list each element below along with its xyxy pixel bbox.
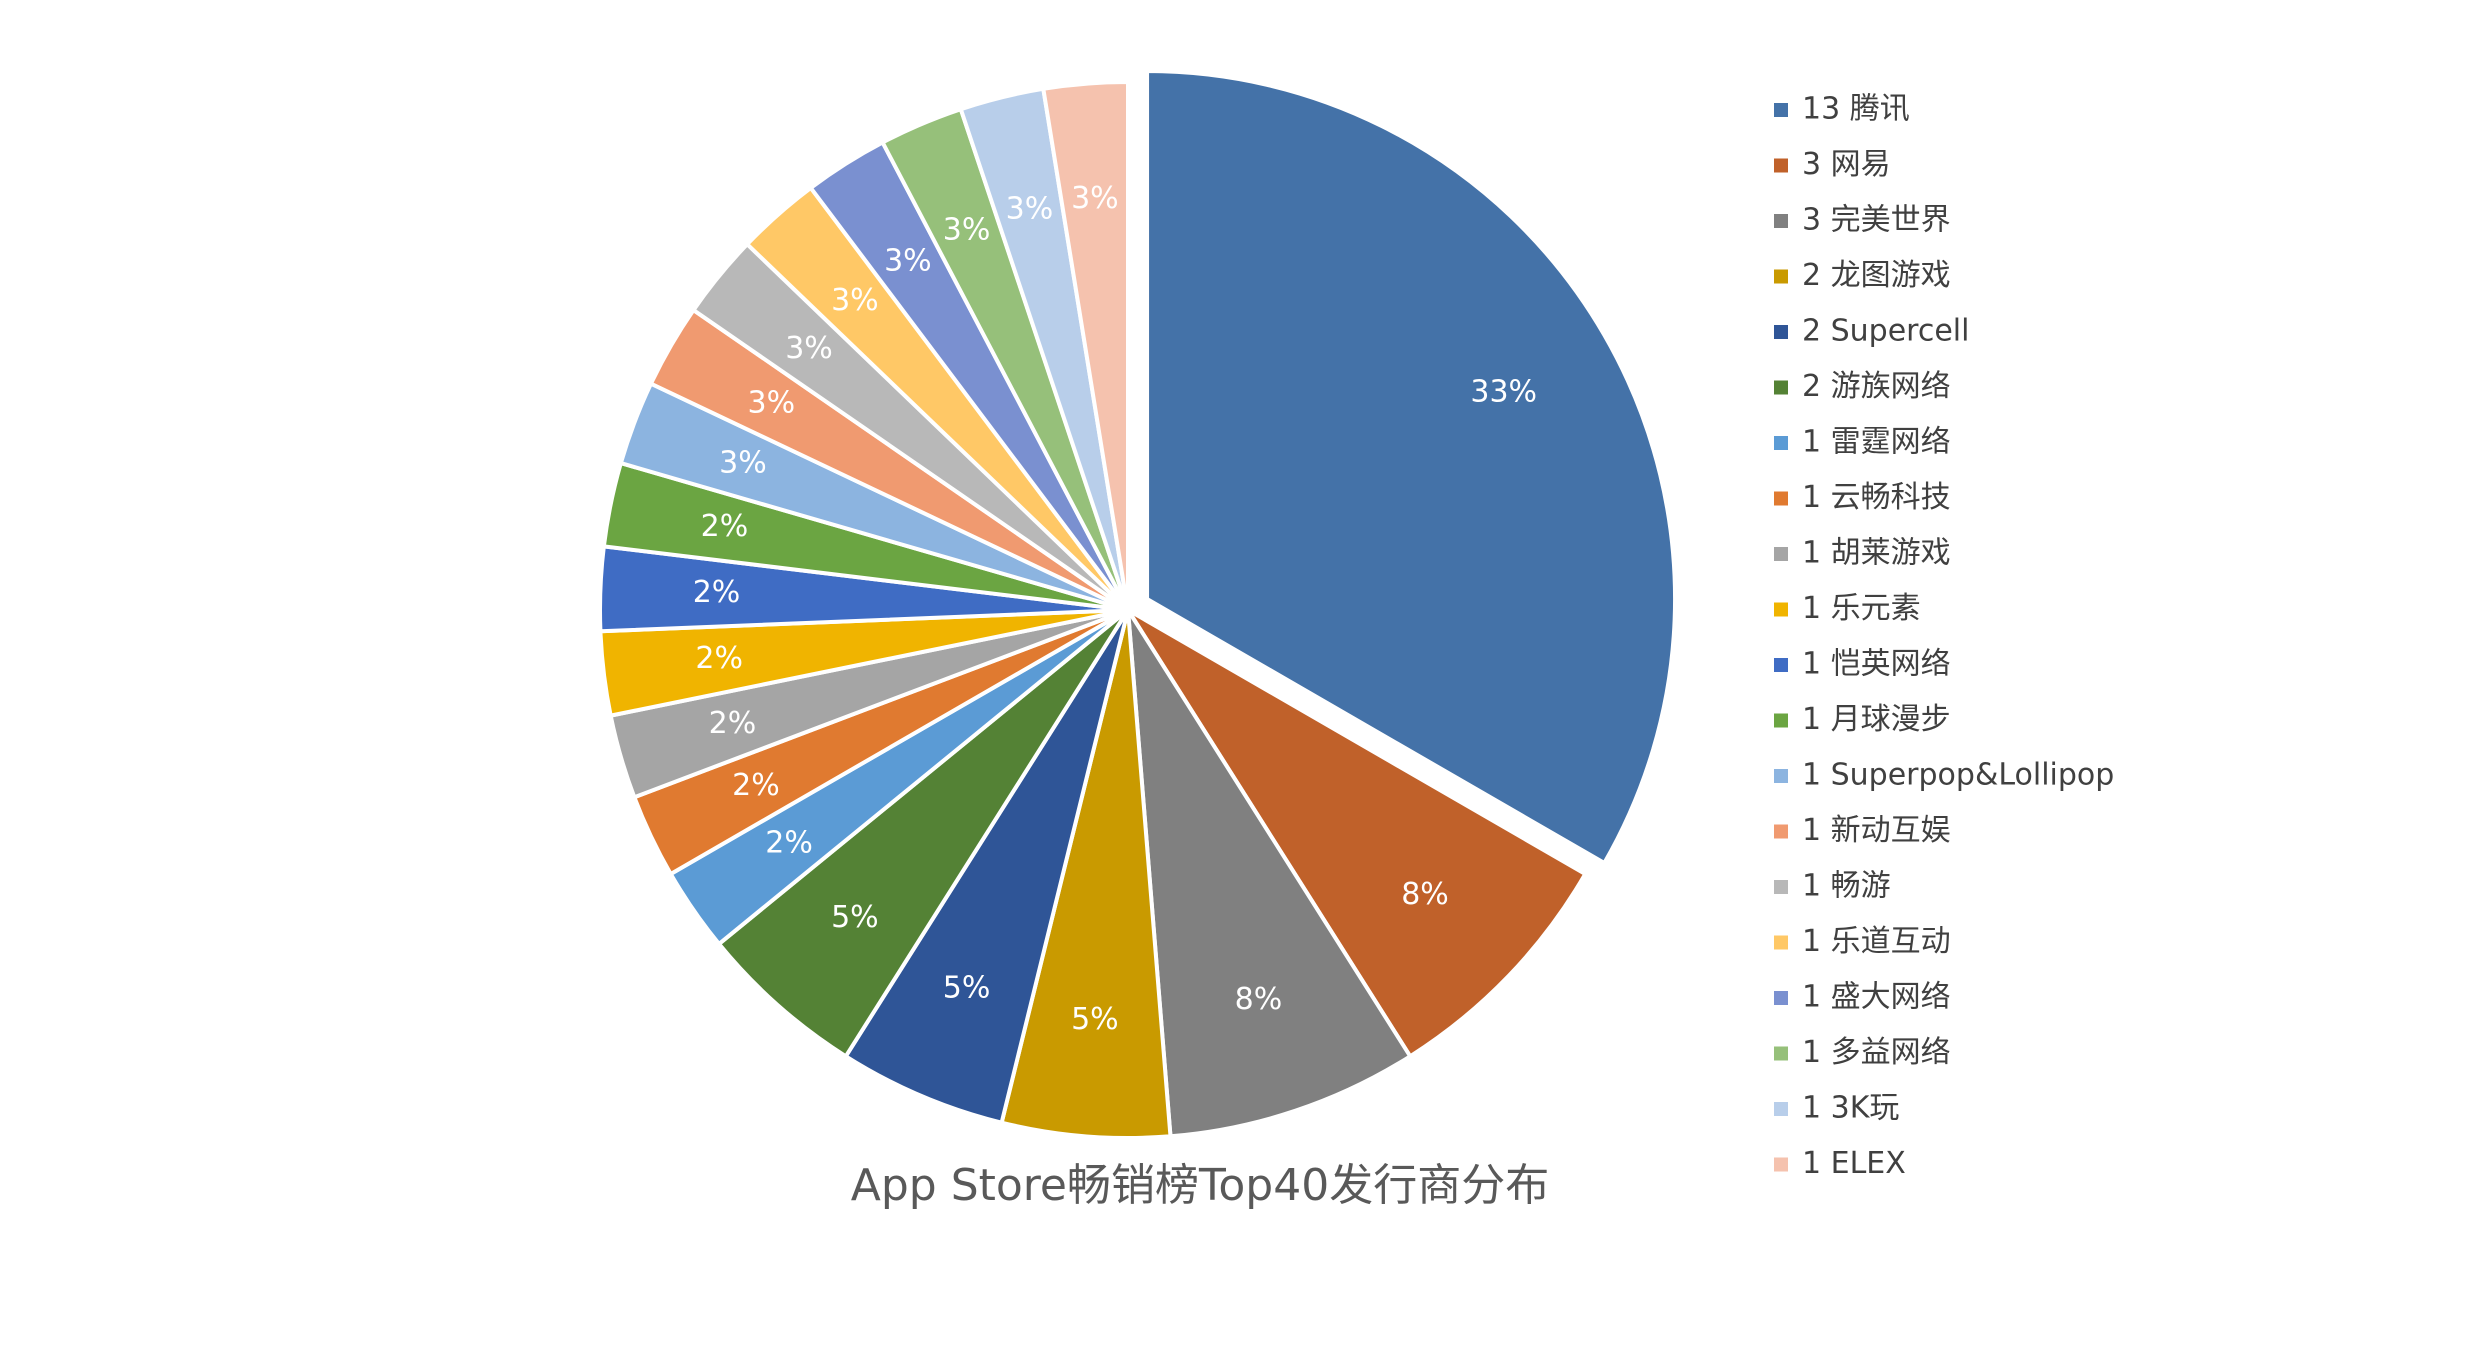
slice-percent-label: 2% xyxy=(693,575,741,610)
legend-item: 1 月球漫步 xyxy=(1774,702,1951,737)
slice-percent-label: 3% xyxy=(785,331,833,366)
legend-label: 1 Superpop&Lollipop xyxy=(1802,758,2114,793)
slice-percent-label: 5% xyxy=(831,900,879,935)
legend-swatch xyxy=(1774,547,1788,561)
slice-percent-label: 8% xyxy=(1235,982,1283,1017)
pie-slice xyxy=(1145,69,1677,865)
slice-percent-label: 2% xyxy=(701,509,749,544)
pie-slice xyxy=(717,608,1130,1059)
legend-swatch xyxy=(1774,158,1788,173)
pie-slice xyxy=(1126,608,1588,1059)
slice-percent-label: 2% xyxy=(695,641,743,676)
slice-percent-label: 3% xyxy=(1006,192,1054,227)
legend-swatch xyxy=(1774,991,1788,1005)
legend-swatch xyxy=(1774,436,1788,450)
pie-labels: 33%8%8%5%5%5%2%2%2%2%2%2%3%3%3%3%3%3%3% 3… xyxy=(693,181,1537,1037)
slice-percent-label: 33% xyxy=(1470,375,1537,410)
legend-label: 13 腾讯 xyxy=(1802,92,1910,127)
legend-item: 2 龙图游戏 xyxy=(1774,258,1951,293)
slice-percent-label: 2% xyxy=(732,768,780,803)
legend-swatch xyxy=(1774,325,1788,339)
legend-item: 2 游族网络 xyxy=(1774,369,1951,404)
legend-label: 1 月球漫步 xyxy=(1802,702,1951,737)
legend: 13 腾讯 3 网易 3 完美世界 2 龙图游戏 2 Supercell 2 游族网络 1 … xyxy=(1774,92,2114,1181)
slice-percent-label: 2% xyxy=(709,706,757,741)
legend-label: 1 乐元素 xyxy=(1802,591,1921,626)
legend-label: 1 新动互娱 xyxy=(1802,813,1951,848)
legend-item: 1 ELEX xyxy=(1774,1146,1906,1181)
legend-swatch xyxy=(1774,658,1788,672)
legend-label: 3 网易 xyxy=(1802,147,1891,182)
slice-percent-label: 3% xyxy=(1071,181,1119,216)
legend-swatch xyxy=(1774,380,1788,395)
legend-item: 1 畅游 xyxy=(1774,869,1891,904)
legend-item: 2 Supercell xyxy=(1774,314,1969,349)
legend-swatch xyxy=(1774,269,1788,284)
legend-swatch xyxy=(1774,491,1788,506)
legend-label: 2 游族网络 xyxy=(1802,369,1951,404)
legend-label: 1 云畅科技 xyxy=(1802,480,1951,515)
legend-swatch xyxy=(1774,1157,1788,1172)
legend-item: 3 网易 xyxy=(1774,147,1891,182)
legend-swatch xyxy=(1774,1102,1788,1116)
legend-label: 3 完美世界 xyxy=(1802,203,1951,238)
legend-label: 1 畅游 xyxy=(1802,869,1891,904)
legend-item: 1 云畅科技 xyxy=(1774,480,1951,515)
legend-item: 1 乐道互动 xyxy=(1774,924,1951,959)
legend-item: 3 完美世界 xyxy=(1774,203,1951,238)
chart-title: App Store畅销榜Top40发行商分布 xyxy=(851,1160,1549,1211)
legend-swatch xyxy=(1774,214,1788,228)
slice-percent-label: 3% xyxy=(719,445,767,480)
legend-label: 1 盛大网络 xyxy=(1802,980,1951,1015)
slice-percent-label: 3% xyxy=(748,386,796,421)
legend-item: 1 恺英网络 xyxy=(1774,647,1951,682)
legend-label: 1 多益网络 xyxy=(1802,1035,1951,1070)
legend-label: 2 龙图游戏 xyxy=(1802,258,1951,293)
slice-percent-label: 2% xyxy=(765,825,813,860)
legend-label: 1 胡莱游戏 xyxy=(1802,536,1951,571)
legend-item: 13 腾讯 xyxy=(1774,92,1910,127)
legend-item: 1 乐元素 xyxy=(1774,591,1921,626)
legend-item: 1 Superpop&Lollipop xyxy=(1774,758,2114,793)
slice-percent-label: 3% xyxy=(884,243,932,278)
legend-swatch xyxy=(1774,880,1788,894)
legend-item: 1 胡莱游戏 xyxy=(1774,536,1951,571)
slice-percent-label: 5% xyxy=(1071,1002,1119,1037)
legend-swatch xyxy=(1774,103,1788,117)
slice-percent-label: 3% xyxy=(831,283,879,318)
legend-swatch xyxy=(1774,1046,1788,1061)
legend-label: 1 3K玩 xyxy=(1802,1091,1899,1126)
slice-percent-label: 8% xyxy=(1401,877,1449,912)
legend-label: 1 乐道互动 xyxy=(1802,924,1951,959)
legend-item: 1 新动互娱 xyxy=(1774,813,1951,848)
pie-slice xyxy=(1126,608,1413,1139)
legend-label: 1 ELEX xyxy=(1802,1146,1906,1181)
pie-slice xyxy=(843,608,1130,1125)
slice-percent-label: 5% xyxy=(943,970,991,1005)
legend-label: 1 雷霆网络 xyxy=(1802,425,1951,460)
legend-label: 1 恺英网络 xyxy=(1802,647,1951,682)
legend-label: 2 Supercell xyxy=(1802,314,1969,349)
pie-slices xyxy=(598,69,1677,1140)
slice-percent-label: 3% xyxy=(943,213,991,248)
legend-item: 1 3K玩 xyxy=(1774,1091,1899,1126)
legend-swatch xyxy=(1774,602,1788,617)
legend-item: 1 盛大网络 xyxy=(1774,980,1951,1015)
legend-swatch xyxy=(1774,713,1788,728)
legend-swatch xyxy=(1774,935,1788,950)
legend-swatch xyxy=(1774,769,1788,783)
legend-item: 1 多益网络 xyxy=(1774,1035,1951,1070)
legend-swatch xyxy=(1774,824,1788,839)
pie-slice xyxy=(999,608,1173,1140)
pie-slice xyxy=(1041,80,1130,612)
legend-item: 1 雷霆网络 xyxy=(1774,425,1951,460)
